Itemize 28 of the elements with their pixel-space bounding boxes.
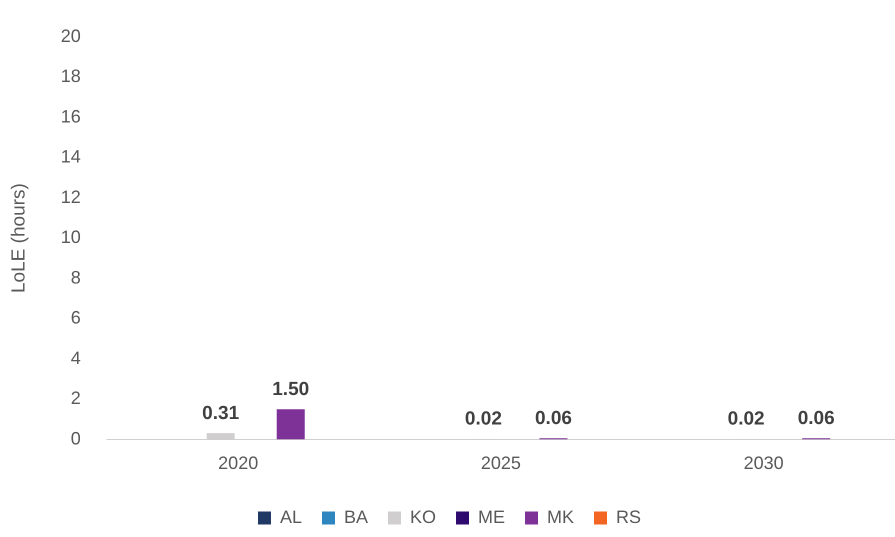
y-tick-label: 4 bbox=[70, 348, 81, 368]
x-tick-label: 2025 bbox=[480, 453, 521, 474]
y-tick-label: 0 bbox=[70, 428, 81, 448]
y-tick-label: 12 bbox=[60, 186, 81, 207]
data-label: 0.02 bbox=[728, 408, 765, 430]
legend-label: MK bbox=[547, 506, 574, 527]
data-label: 0.06 bbox=[534, 408, 572, 429]
y-tick-label: 8 bbox=[70, 267, 81, 288]
y-tick-label: 14 bbox=[60, 146, 81, 167]
y-tick-label: 20 bbox=[60, 26, 81, 46]
data-label: 0.06 bbox=[798, 408, 835, 429]
data-label: 1.50 bbox=[272, 378, 310, 400]
bar bbox=[276, 409, 305, 440]
legend-label: RS bbox=[616, 506, 642, 527]
y-tick-label: 10 bbox=[60, 227, 81, 248]
y-tick-label: 18 bbox=[60, 66, 81, 86]
legend-label: ME bbox=[478, 506, 506, 527]
legend-label: BA bbox=[344, 506, 368, 527]
legend-label: AL bbox=[280, 506, 302, 527]
data-label: 0.31 bbox=[202, 402, 240, 424]
x-tick-label: 2030 bbox=[744, 453, 784, 474]
y-tick-label: 2 bbox=[70, 388, 81, 408]
x-tick-label: 2020 bbox=[218, 453, 258, 474]
y-tick-label: 6 bbox=[70, 308, 81, 328]
data-label: 0.02 bbox=[464, 408, 502, 430]
legend-label: KO bbox=[410, 506, 436, 527]
y-tick-label: 16 bbox=[60, 106, 81, 126]
y-axis-title: LoLE (hours) bbox=[8, 183, 30, 294]
